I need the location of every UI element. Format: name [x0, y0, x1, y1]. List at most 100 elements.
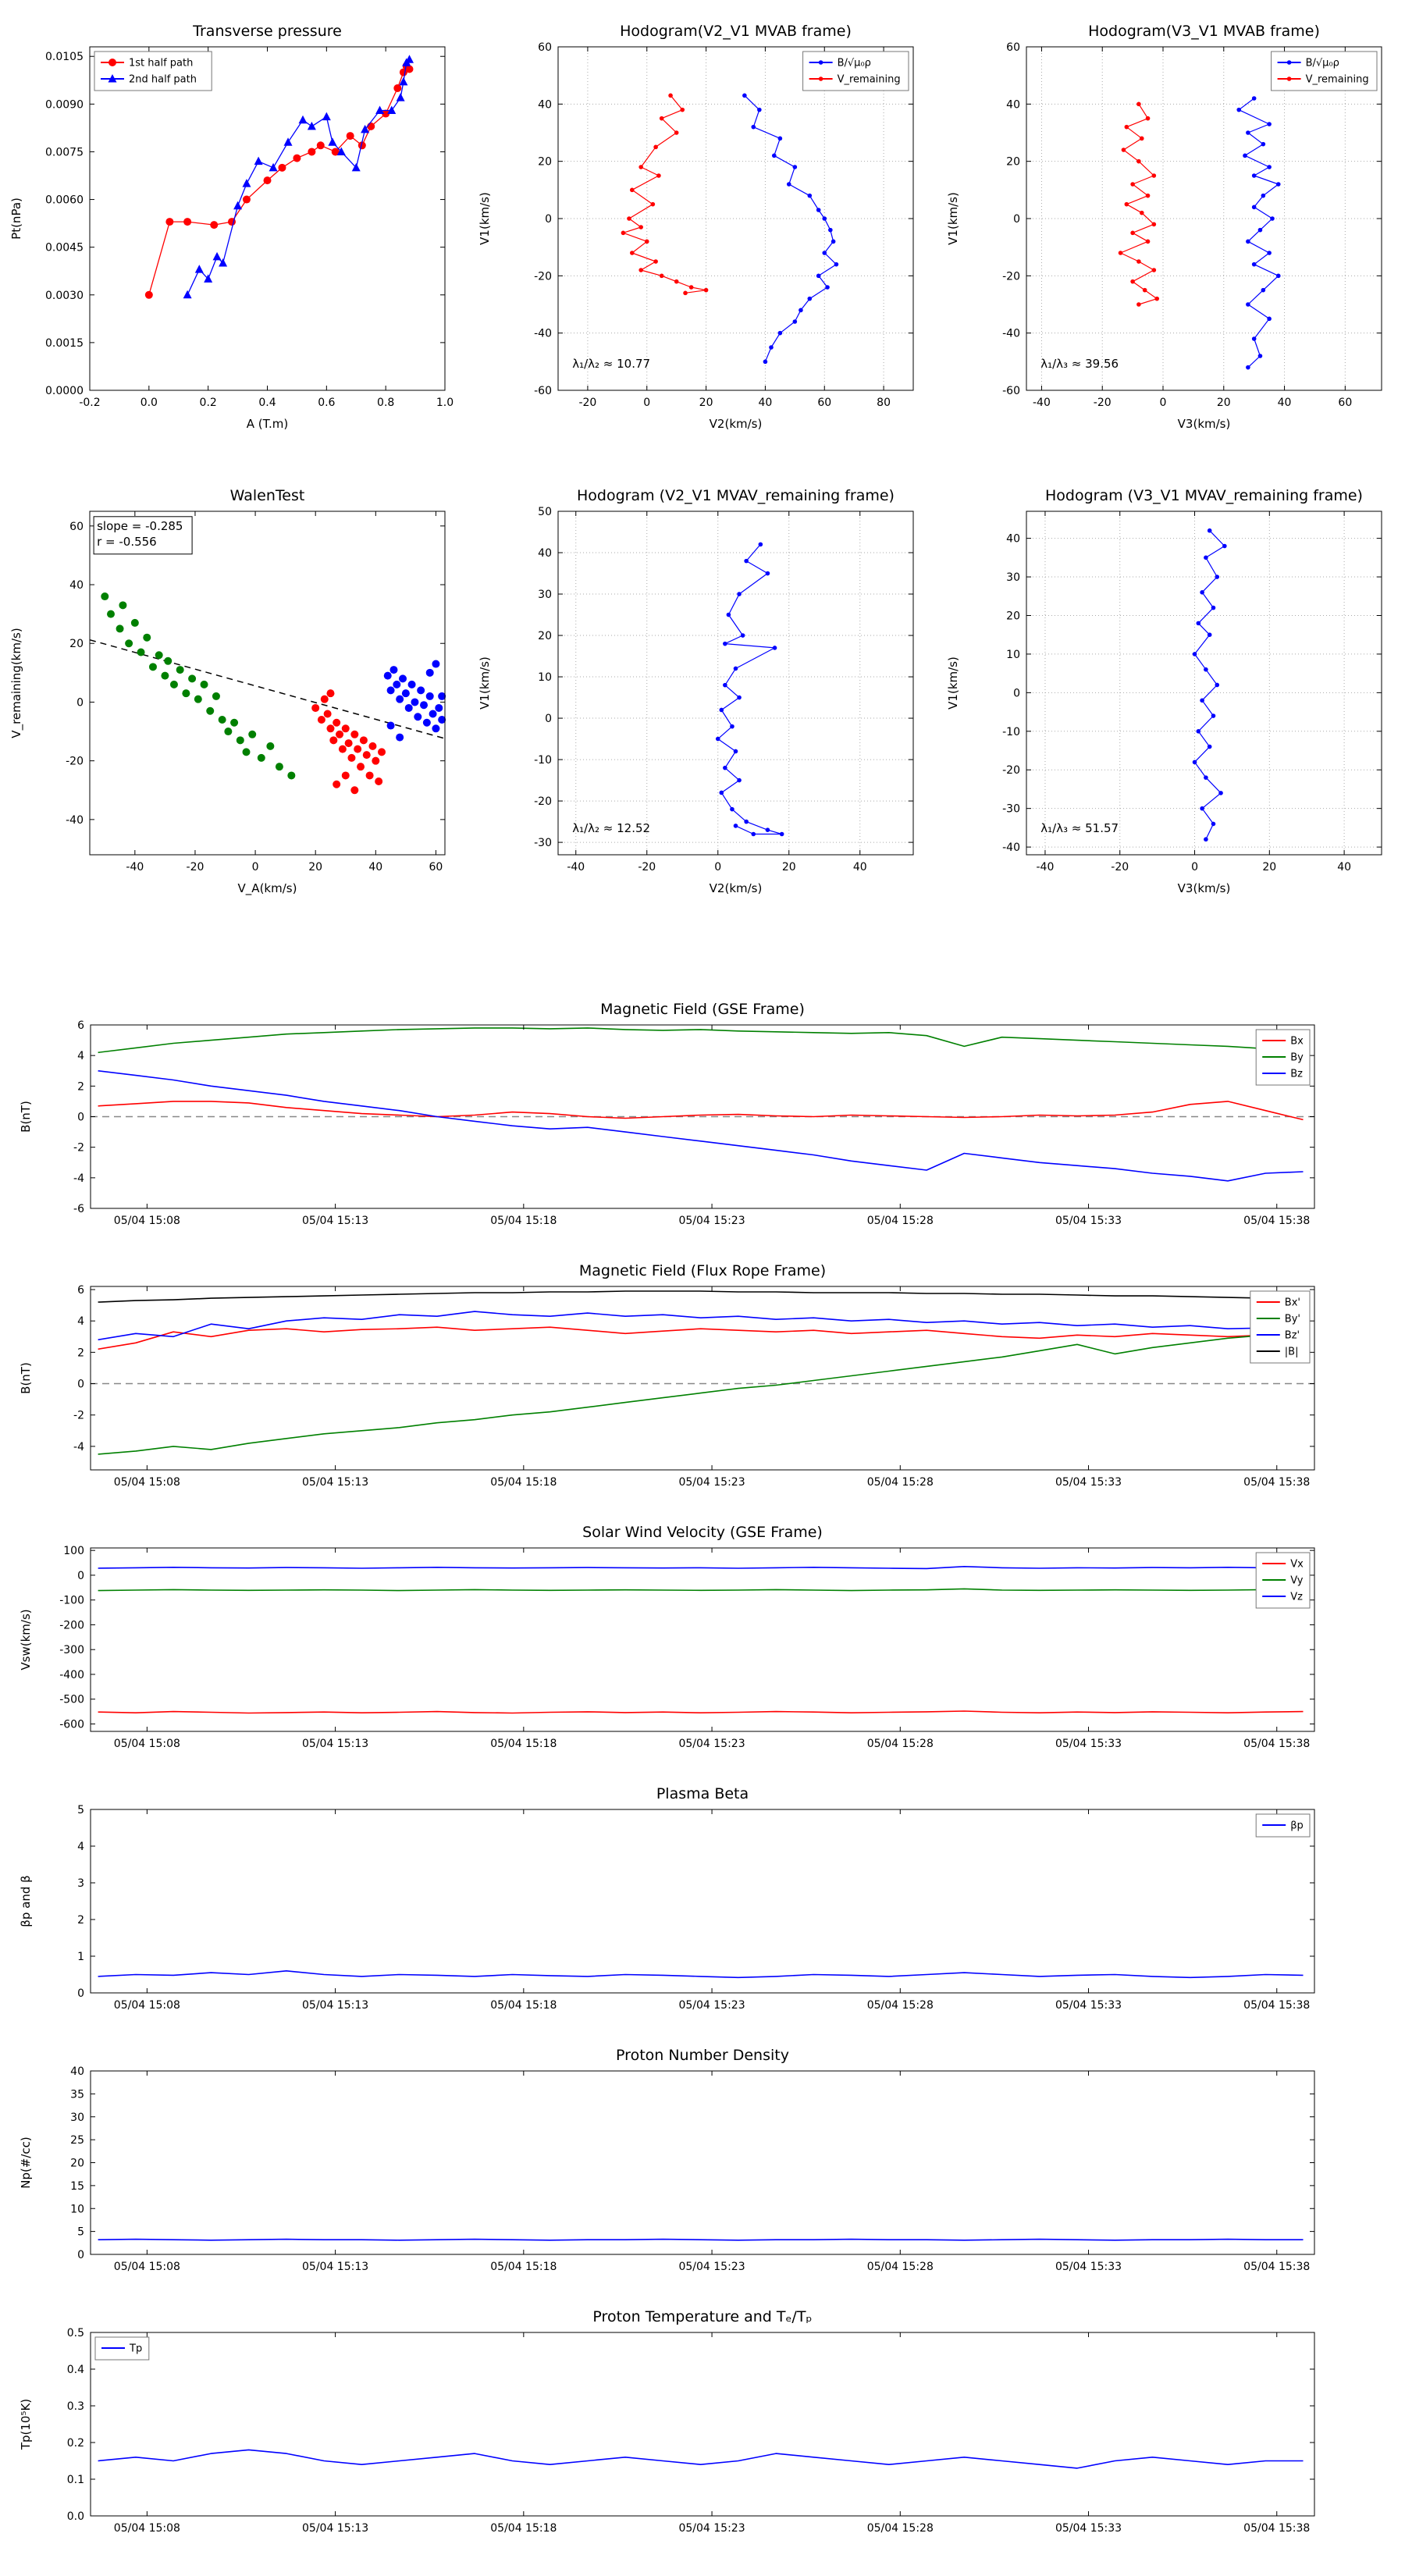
data-marker	[1246, 239, 1250, 244]
data-marker	[1136, 158, 1141, 164]
data-marker	[106, 610, 115, 618]
y-tick-label: 0	[1013, 213, 1020, 226]
y-tick-label: 3	[77, 1877, 84, 1890]
x-tick-label: -20	[578, 397, 596, 409]
legend-label: Bz	[1290, 1069, 1303, 1080]
data-marker	[683, 290, 688, 296]
data-marker	[638, 268, 643, 272]
y-tick-label: 40	[70, 2065, 84, 2078]
plot-border	[90, 1286, 1315, 1471]
plot-border	[90, 1547, 1315, 1732]
y-tick-label: 4	[77, 1315, 84, 1328]
x-tick-label: 05/04 15:13	[302, 2522, 368, 2535]
x-tick-label: 05/04 15:28	[867, 1215, 934, 1227]
data-marker	[1267, 316, 1272, 322]
data-marker	[1136, 302, 1141, 307]
chart-svg-solar-wind-velocity: 05/04 15:08 05/04 15:13 05/04 15:18 05/04 1…	[19, 1524, 1315, 1750]
series-By'	[98, 1331, 1304, 1455]
y-tick-label: 25	[70, 2134, 84, 2147]
data-marker	[269, 162, 278, 172]
y-axis-label: V1(km/s)	[946, 192, 960, 245]
chart-svg-transverse-pressure: -0.2 0.0 0.2 0.4 0.6 0.8 1.0 0.0000 0.0015 0.0030…	[9, 23, 454, 431]
y-tick-label: 0.0060	[45, 194, 84, 207]
y-tick-label: -6	[73, 1203, 84, 1215]
data-marker	[733, 666, 738, 671]
y-tick-label: 60	[69, 521, 84, 533]
y-tick-label: 30	[1006, 571, 1020, 584]
x-tick-label: 40	[1278, 397, 1292, 409]
data-marker	[757, 107, 762, 112]
annotation-text: λ₁/λ₃ ≈ 39.56	[1040, 357, 1119, 371]
x-tick-label: 20	[308, 861, 322, 873]
y-axis-label: B(nT)	[19, 1101, 33, 1133]
series-Bz'	[98, 1311, 1304, 1341]
x-tick-label: 05/04 15:28	[867, 1476, 934, 1489]
data-marker	[328, 137, 337, 146]
data-marker	[333, 780, 341, 788]
data-marker	[263, 176, 272, 185]
data-marker	[807, 193, 813, 198]
data-marker	[399, 76, 408, 86]
panel-magnetic-field-gse: 05/04 15:08 05/04 15:13 05/04 15:18 05/04 1…	[0, 987, 1405, 1252]
series-B/√μ₀ρ	[744, 94, 837, 362]
data-marker	[1121, 148, 1126, 152]
series-Vy	[98, 1588, 1304, 1592]
data-marker	[405, 55, 414, 63]
data-marker	[1218, 791, 1223, 795]
data-marker	[769, 345, 774, 350]
y-axis-label: B(nT)	[19, 1362, 33, 1394]
data-marker	[322, 112, 331, 121]
data-marker	[668, 93, 673, 98]
chart-title: Magnetic Field (Flux Rope Frame)	[579, 1262, 826, 1279]
data-marker	[1207, 744, 1212, 749]
y-tick-label: 20	[70, 2158, 84, 2170]
data-marker	[621, 230, 626, 236]
annotation-text: r = -0.556	[97, 535, 157, 549]
y-tick-label: -300	[59, 1644, 84, 1656]
data-marker	[1257, 354, 1263, 358]
x-tick-label: 0	[252, 861, 259, 873]
x-tick-label: 05/04 15:13	[302, 1738, 368, 1750]
chart-svg-hodogram-v3v1-mvav: -40 -20 0 20 40 -40 -30 -20 -10 0 10 20 30 40 Hodogram…	[946, 487, 1382, 895]
data-marker	[629, 187, 635, 193]
x-tick-label: -40	[1033, 397, 1051, 409]
data-marker	[194, 695, 202, 703]
data-marker	[130, 618, 139, 627]
data-marker	[1192, 760, 1197, 765]
panel-proton-number-density: 05/04 15:08 05/04 15:13 05/04 15:18 05/04 1…	[0, 2033, 1405, 2298]
y-tick-label: 20	[69, 638, 84, 650]
y-tick-label: -200	[59, 1619, 84, 1631]
x-tick-label: 20	[782, 861, 796, 873]
x-tick-label: 05/04 15:23	[678, 1999, 745, 2012]
y-tick-label: 2	[77, 1914, 84, 1927]
x-tick-label: 40	[1337, 861, 1351, 873]
y-tick-label: -20	[1002, 764, 1020, 777]
data-marker	[375, 777, 383, 785]
data-marker	[751, 831, 756, 837]
legend-label: V_remaining	[838, 74, 901, 86]
data-marker	[219, 258, 228, 267]
data-marker	[825, 285, 830, 290]
y-tick-label: 20	[538, 630, 552, 642]
data-marker	[287, 771, 296, 780]
chart-svg-hodogram-v2v1-mvav: -40 -20 0 20 40 -30 -20 -10 0 10 20 30 40 50 Hodogram …	[478, 487, 914, 895]
data-marker	[772, 646, 777, 650]
x-tick-label: 05/04 15:38	[1243, 1738, 1310, 1750]
data-marker	[703, 287, 709, 293]
data-marker	[650, 201, 656, 207]
x-axis-label: A (T.m)	[247, 417, 289, 431]
series-Tp	[98, 2449, 1304, 2469]
legend-box	[802, 51, 909, 91]
data-marker	[1261, 193, 1266, 198]
data-marker	[275, 763, 283, 771]
x-tick-label: 05/04 15:08	[114, 2261, 180, 2273]
x-tick-label: 0.4	[258, 397, 276, 409]
legend-label: Tp	[129, 2343, 142, 2355]
chart-svg-magnetic-field-flux-rope: 05/04 15:08 05/04 15:13 05/04 15:18 05/04 1…	[19, 1262, 1315, 1489]
x-tick-label: 05/04 15:38	[1243, 1476, 1310, 1489]
data-marker	[744, 558, 749, 564]
x-tick-label: -20	[187, 861, 205, 873]
y-tick-label: 2	[77, 1080, 84, 1093]
data-marker	[740, 633, 745, 638]
data-marker	[1267, 165, 1272, 169]
